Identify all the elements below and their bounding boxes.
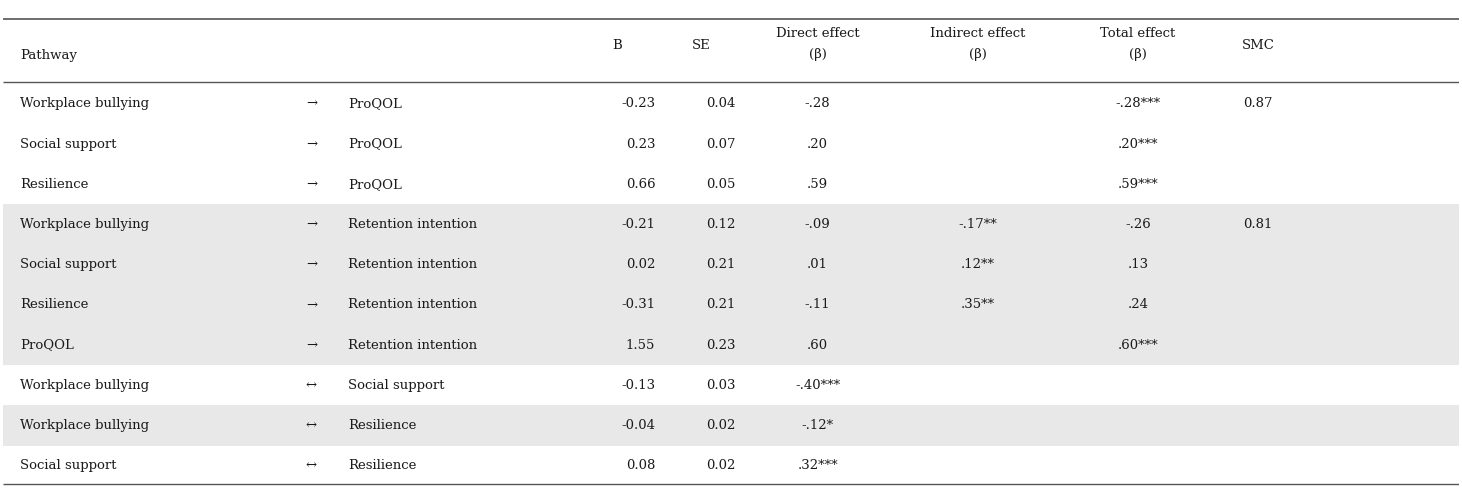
Text: Pathway: Pathway <box>20 49 77 62</box>
Text: Total effect: Total effect <box>1101 27 1175 40</box>
Text: ProQOL: ProQOL <box>348 178 402 191</box>
Text: 0.87: 0.87 <box>1244 97 1273 110</box>
Text: .20: .20 <box>807 137 827 150</box>
Text: 0.02: 0.02 <box>706 459 735 472</box>
Text: (β): (β) <box>969 48 987 61</box>
Text: Social support: Social support <box>20 258 117 271</box>
Text: →: → <box>306 97 317 110</box>
Text: .20***: .20*** <box>1118 137 1158 150</box>
Text: -0.31: -0.31 <box>621 299 655 311</box>
Text: 0.81: 0.81 <box>1244 218 1273 231</box>
Text: Retention intention: Retention intention <box>348 218 477 231</box>
Text: -.12*: -.12* <box>801 419 833 432</box>
Text: .60: .60 <box>807 339 827 352</box>
Text: .12**: .12** <box>961 258 994 271</box>
Text: -0.04: -0.04 <box>621 419 655 432</box>
Text: -.40***: -.40*** <box>795 379 841 392</box>
Text: -.09: -.09 <box>804 218 830 231</box>
Text: 0.05: 0.05 <box>706 178 735 191</box>
Text: 0.66: 0.66 <box>626 178 655 191</box>
Text: (β): (β) <box>1129 48 1148 61</box>
Text: -0.23: -0.23 <box>621 97 655 110</box>
Text: ↔: ↔ <box>306 419 317 432</box>
Text: -.28***: -.28*** <box>1116 97 1161 110</box>
Text: 0.02: 0.02 <box>706 419 735 432</box>
Text: Resilience: Resilience <box>20 178 89 191</box>
Text: 0.03: 0.03 <box>706 379 735 392</box>
Bar <box>3 445 1459 486</box>
Text: ProQOL: ProQOL <box>20 339 75 352</box>
Text: Workplace bullying: Workplace bullying <box>20 97 149 110</box>
Bar <box>3 84 1459 204</box>
Text: Indirect effect: Indirect effect <box>930 27 1025 40</box>
Text: .01: .01 <box>807 258 827 271</box>
Text: (β): (β) <box>808 48 826 61</box>
Text: .13: .13 <box>1127 258 1149 271</box>
Text: Direct effect: Direct effect <box>776 27 860 40</box>
Text: -.26: -.26 <box>1126 218 1151 231</box>
Text: SMC: SMC <box>1241 39 1275 52</box>
Text: 0.04: 0.04 <box>706 97 735 110</box>
Text: .35**: .35** <box>961 299 996 311</box>
Text: -0.21: -0.21 <box>621 218 655 231</box>
Text: Resilience: Resilience <box>20 299 89 311</box>
Text: ↔: ↔ <box>306 459 317 472</box>
Text: 0.21: 0.21 <box>706 299 735 311</box>
Text: Social support: Social support <box>20 459 117 472</box>
Text: 0.12: 0.12 <box>706 218 735 231</box>
Text: →: → <box>306 258 317 271</box>
Text: 0.07: 0.07 <box>706 137 735 150</box>
Text: 0.08: 0.08 <box>626 459 655 472</box>
Text: 0.23: 0.23 <box>706 339 735 352</box>
Text: B: B <box>613 39 623 52</box>
Text: SE: SE <box>692 39 711 52</box>
Text: Retention intention: Retention intention <box>348 258 477 271</box>
Text: →: → <box>306 299 317 311</box>
Bar <box>3 204 1459 365</box>
Text: →: → <box>306 137 317 150</box>
Bar <box>3 365 1459 405</box>
Text: →: → <box>306 218 317 231</box>
Text: .24: .24 <box>1127 299 1149 311</box>
Text: ProQOL: ProQOL <box>348 97 402 110</box>
Text: 1.55: 1.55 <box>626 339 655 352</box>
Text: -.17**: -.17** <box>959 218 997 231</box>
Text: ↔: ↔ <box>306 379 317 392</box>
Text: .32***: .32*** <box>797 459 838 472</box>
Bar <box>3 405 1459 445</box>
Text: .59: .59 <box>807 178 827 191</box>
Text: -0.13: -0.13 <box>621 379 655 392</box>
Text: Workplace bullying: Workplace bullying <box>20 379 149 392</box>
Text: 0.23: 0.23 <box>626 137 655 150</box>
Text: Resilience: Resilience <box>348 459 417 472</box>
Text: →: → <box>306 339 317 352</box>
Text: →: → <box>306 178 317 191</box>
Text: .59***: .59*** <box>1118 178 1158 191</box>
Text: -.11: -.11 <box>806 299 830 311</box>
Text: .60***: .60*** <box>1118 339 1158 352</box>
Text: Workplace bullying: Workplace bullying <box>20 419 149 432</box>
Text: Retention intention: Retention intention <box>348 339 477 352</box>
Text: Resilience: Resilience <box>348 419 417 432</box>
Text: Social support: Social support <box>348 379 444 392</box>
Text: ProQOL: ProQOL <box>348 137 402 150</box>
Text: 0.02: 0.02 <box>626 258 655 271</box>
Text: Retention intention: Retention intention <box>348 299 477 311</box>
Text: 0.21: 0.21 <box>706 258 735 271</box>
Text: -.28: -.28 <box>806 97 830 110</box>
Text: Social support: Social support <box>20 137 117 150</box>
Text: Workplace bullying: Workplace bullying <box>20 218 149 231</box>
